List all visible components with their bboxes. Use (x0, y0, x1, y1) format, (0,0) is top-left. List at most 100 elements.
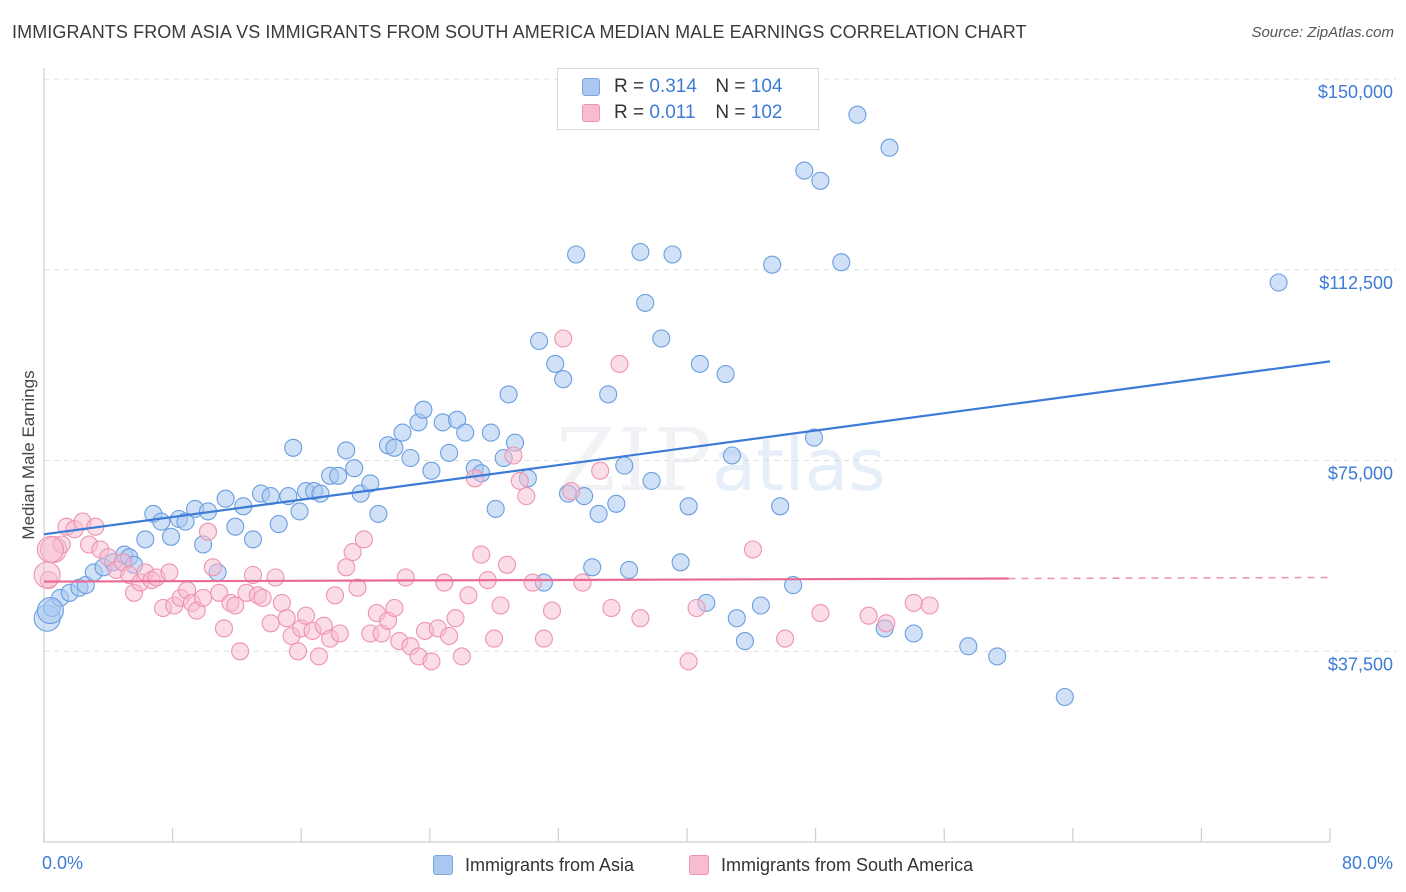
point-asia (530, 331, 549, 351)
trend-line-south-america (43, 577, 1009, 583)
point-south-america (491, 596, 510, 615)
point-south-america (422, 652, 441, 671)
point-asia (1269, 273, 1288, 292)
point-asia (716, 365, 735, 384)
point-south-america (602, 598, 621, 618)
point-south-america (776, 629, 795, 648)
point-south-america (497, 555, 517, 574)
bottom-legend-south-america: Immigrants from South America (689, 852, 973, 878)
point-south-america (385, 598, 404, 618)
point-asia (620, 560, 639, 579)
point-south-america (859, 606, 878, 625)
point-south-america (33, 561, 61, 589)
point-south-america (337, 558, 356, 577)
point-asia (226, 517, 245, 536)
point-asia (269, 515, 288, 534)
point-south-america (920, 596, 939, 615)
point-asia (481, 423, 500, 442)
point-south-america (325, 586, 345, 605)
point-asia (642, 471, 661, 490)
point-south-america (610, 354, 629, 373)
trend-line-south-america-extension (1008, 576, 1331, 580)
point-south-america (517, 487, 536, 506)
point-south-america (343, 543, 362, 562)
point-asia (136, 530, 155, 549)
point-asia (329, 466, 348, 485)
y-tick-label: $37,500 (1328, 654, 1393, 674)
point-asia (751, 596, 770, 615)
source-label: Source: ZipAtlas.com (1251, 24, 1394, 41)
watermark: ZIP atlas (556, 411, 886, 511)
point-south-america (396, 568, 415, 587)
point-asia (679, 497, 698, 516)
point-south-america (446, 609, 465, 628)
point-south-america (243, 565, 263, 585)
point-asia (727, 609, 746, 628)
point-asia (663, 245, 682, 264)
point-south-america (523, 573, 542, 592)
x-tick-label-min: 0.0% (42, 853, 83, 873)
point-asia (904, 624, 923, 643)
point-south-america (210, 583, 229, 602)
point-south-america (687, 598, 706, 618)
point-asia (369, 504, 388, 523)
legend-r-label: R = (614, 102, 645, 123)
point-south-america (743, 540, 762, 559)
point-asia (880, 138, 899, 157)
legend-row-south-america: R = 0.011 N = 102 (582, 101, 782, 125)
point-south-america (542, 601, 562, 620)
y-tick-label: $112,500 (1319, 273, 1393, 293)
bottom-legend-label-asia: Immigrants from Asia (465, 854, 635, 875)
point-asia (337, 441, 356, 460)
point-asia (152, 512, 171, 531)
point-asia (607, 494, 626, 513)
point-asia (735, 632, 754, 651)
legend-n-south-america: 102 (750, 102, 783, 123)
y-tick-label: $75,000 (1328, 464, 1393, 484)
legend-swatch-south-america (582, 104, 600, 122)
point-asia (361, 474, 380, 493)
bottom-legend-swatch-south-america (689, 855, 709, 875)
bottom-legend-asia: Immigrants from Asia (433, 852, 634, 878)
legend-n-label: N = (715, 76, 746, 97)
point-asia (284, 438, 303, 457)
y-axis-title: Median Male Earnings (19, 370, 38, 539)
point-south-america (534, 629, 553, 648)
point-asia (583, 558, 602, 577)
chart-title: IMMIGRANTS FROM ASIA VS IMMIGRANTS FROM … (12, 22, 1027, 42)
watermark-atlas: atlas (712, 423, 886, 507)
point-asia (401, 448, 420, 468)
point-south-america (253, 588, 272, 607)
point-asia (795, 161, 814, 180)
point-south-america (309, 647, 328, 666)
stats-legend: R = 0.314 N = 104 R = 0.011 N = 102 (557, 68, 819, 130)
point-south-america (194, 588, 213, 607)
point-asia (448, 410, 467, 429)
point-south-america (811, 604, 830, 623)
point-south-america (288, 642, 308, 661)
point-asia (722, 446, 742, 465)
point-asia (589, 504, 608, 523)
point-south-america (354, 530, 373, 549)
trend-lines (43, 360, 1331, 583)
point-asia (176, 512, 195, 531)
y-tick-labels: $37,500 $75,000 $112,500 $150,000 (1318, 82, 1393, 674)
point-asia (690, 354, 709, 373)
point-south-america (465, 469, 484, 488)
point-asia (652, 329, 671, 348)
trend-line-asia (43, 360, 1331, 536)
point-asia (615, 456, 634, 475)
point-asia (414, 400, 433, 419)
point-south-america (203, 558, 222, 577)
point-south-america (277, 609, 296, 628)
legend-n-label: N = (715, 102, 746, 123)
point-asia (959, 637, 978, 656)
point-asia (848, 105, 867, 124)
point-south-america (679, 652, 698, 671)
point-south-america (554, 329, 573, 348)
legend-n-asia: 104 (750, 76, 783, 97)
point-south-america (485, 629, 504, 648)
point-asia (345, 459, 364, 478)
point-asia (243, 530, 263, 549)
